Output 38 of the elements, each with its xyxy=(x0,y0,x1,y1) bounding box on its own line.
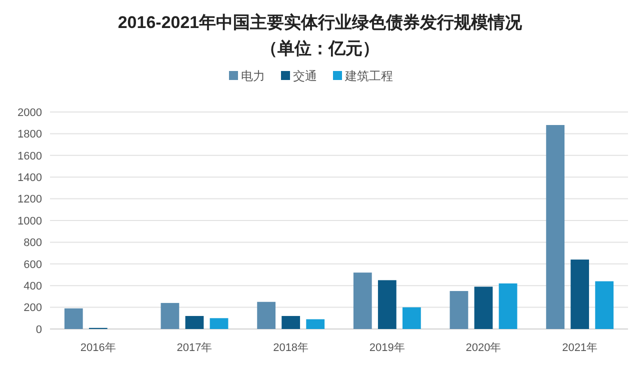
bar xyxy=(498,283,518,329)
x-tick-label: 2020年 xyxy=(466,342,502,354)
y-tick-label: 2000 xyxy=(18,106,42,119)
bar xyxy=(306,319,325,329)
bar xyxy=(546,125,565,329)
bar xyxy=(450,291,468,329)
legend-label: 电力 xyxy=(241,69,265,83)
chart-title: 2016-2021年中国主要实体行业绿色债券发行规模情况 xyxy=(118,13,524,32)
y-tick-label: 1400 xyxy=(18,172,42,184)
y-tick-label: 200 xyxy=(24,302,42,314)
chart-subtitle: （单位：亿元） xyxy=(260,39,380,58)
y-tick-label: 800 xyxy=(24,237,42,250)
bar xyxy=(282,316,300,329)
bar xyxy=(595,281,614,329)
y-tick-label: 1000 xyxy=(18,215,42,228)
y-tick-label: 1600 xyxy=(18,150,42,162)
legend-label: 建筑工程 xyxy=(344,69,393,83)
y-tick-label: 0 xyxy=(36,324,42,336)
bar xyxy=(160,302,180,329)
x-tick-label: 2018年 xyxy=(273,342,309,354)
bar xyxy=(570,260,590,329)
legend-label: 交通 xyxy=(293,69,317,83)
bar xyxy=(257,302,276,329)
bar xyxy=(353,272,372,329)
y-tick-label: 400 xyxy=(24,280,42,292)
bar xyxy=(402,307,421,329)
bar xyxy=(474,286,493,329)
y-tick-label: 1800 xyxy=(18,128,42,141)
bar xyxy=(378,280,396,329)
x-tick-label: 2021年 xyxy=(562,342,598,354)
x-tick-label: 2019年 xyxy=(369,342,405,354)
bar xyxy=(64,308,83,329)
y-tick-label: 600 xyxy=(24,258,42,271)
bar xyxy=(210,318,228,329)
bar xyxy=(185,316,204,329)
y-tick-label: 1200 xyxy=(18,194,42,206)
x-tick-label: 2017年 xyxy=(176,342,212,354)
x-tick-label: 2016年 xyxy=(80,342,116,354)
